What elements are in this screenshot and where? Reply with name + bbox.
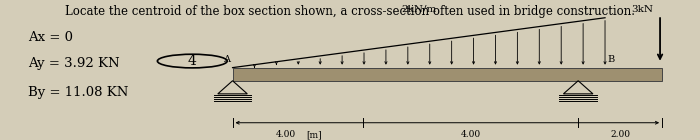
Text: 4.00: 4.00 [461,130,481,139]
Text: [m]: [m] [307,130,322,139]
Text: 2.00: 2.00 [610,130,630,139]
Text: By = 11.08 KN: By = 11.08 KN [28,86,128,99]
Text: B: B [608,55,615,64]
Text: 4.00: 4.00 [276,130,296,139]
Text: 2kN/m: 2kN/m [401,5,436,14]
Text: Ax = 0: Ax = 0 [28,31,73,44]
Bar [232,68,662,81]
Text: 4: 4 [188,54,197,68]
Text: Locate the centroid of the box section shown, a cross-section often used in brid: Locate the centroid of the box section s… [65,5,635,18]
Text: A: A [223,55,230,64]
Text: 3kN: 3kN [631,5,653,14]
Text: Ay = 3.92 KN: Ay = 3.92 KN [28,57,120,70]
